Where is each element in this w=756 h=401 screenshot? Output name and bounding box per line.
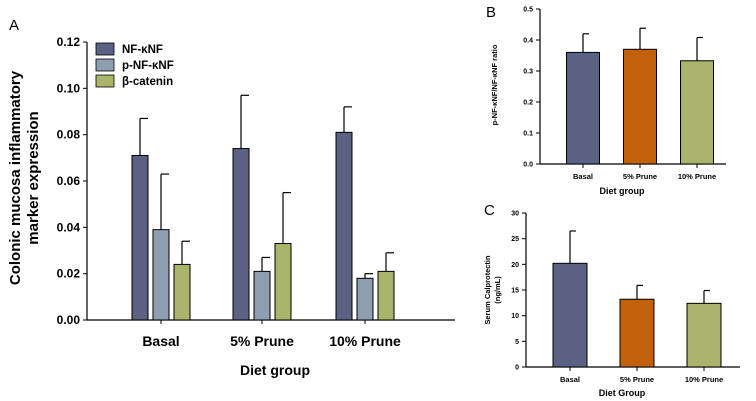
panel-a-letter: A [9, 17, 19, 34]
panel-b-letter: B [486, 4, 496, 21]
panel-a-y-tick-label: 0.06 [57, 174, 81, 188]
panel-a-y-tick-label: 0.00 [57, 313, 81, 327]
legend-swatch-p-nfknf [95, 58, 115, 72]
panel-c-x-tick-label-basal: Basal [560, 375, 580, 384]
panel-a-bar-nf-nf-5-prune [232, 148, 250, 321]
panel-c-y-label-line-2: (ng/mL) [493, 276, 502, 304]
panel-c-y-tick-label: 20 [511, 262, 519, 269]
panel-b-y-tick-label: 0.1 [523, 131, 533, 138]
panel-a-bar-p-nf-nf-basal [152, 229, 170, 321]
panel-c-x-label: Diet Group [599, 388, 646, 398]
panel-a-y-label-line-2: marker expression [25, 111, 42, 244]
panel-c-plot: 0 5 10 15 20 25 30 Basal 5% Prune 10% Prune [511, 211, 740, 384]
panel-a-y-tick-label: 0.10 [57, 81, 81, 95]
panel-a-x-tick-label-5-prune: 5% Prune [230, 333, 294, 349]
panel-a-bar-catenin-10-prune [377, 270, 395, 321]
panel-b-y-tick-label: 0.5 [523, 7, 533, 14]
panel-b-x-label: Diet group [600, 186, 645, 196]
panel-b-chart: B 0.0 0.1 0.2 0.3 0.4 0.5 Basal 5% Prune 10% Pru… [486, 4, 726, 196]
panel-c-bar-10-prune [686, 302, 722, 368]
panel-a-legend: NF-κNF p-NF-κNF β-catenin [95, 42, 174, 88]
panel-b-y-tick-label: 0.4 [523, 38, 533, 45]
panel-a-bar-p-nf-nf-10-prune [356, 277, 374, 321]
panel-b-x-tick-label-10-prune: 10% Prune [678, 172, 716, 181]
legend-label-p-nfknf: p-NF-κNF [122, 60, 174, 72]
panel-a-plot: 0.00 0.02 0.04 0.06 0.08 0.10 0.12 Basal 5% Prun… [57, 35, 455, 349]
panel-a-bar-p-nf-nf-5-prune [253, 270, 271, 321]
panel-c-chart: C 0 5 10 15 20 25 30 Basal 5% Prune 10% Prune Die… [483, 202, 740, 398]
panel-a-x-tick-label-basal: Basal [142, 333, 179, 349]
panel-c-letter: C [484, 202, 495, 219]
panel-a-x-tick-label-10-prune: 10% Prune [329, 333, 401, 349]
legend-label-nfknf: NF-κNF [122, 44, 163, 56]
panel-a-y-tick-label: 0.04 [57, 220, 81, 234]
panel-c-y-label-line-1: Serum Calprotectin [483, 255, 492, 325]
panel-c-y-tick-label: 15 [511, 288, 519, 295]
panel-b-bar-10-prune [680, 60, 714, 165]
panel-a-bar-nf-nf-10-prune [335, 131, 353, 321]
panel-b-y-label: p-NF-κNF/NF-κNF ratio [490, 44, 499, 125]
panel-c-y-tick-label: 0 [515, 365, 519, 372]
legend-swatch-nfknf [95, 42, 115, 56]
panel-a-y-tick-label: 0.12 [57, 35, 81, 49]
panel-b-x-tick-label-basal: Basal [573, 172, 593, 181]
panel-b-y-tick-label: 0.2 [523, 100, 533, 107]
panel-c-y-tick-label: 5 [515, 339, 519, 346]
panel-a-y-tick-label: 0.02 [57, 267, 81, 281]
panel-a-bar-nf-nf-basal [131, 155, 149, 321]
panel-b-y-tick-label: 0.0 [523, 162, 533, 169]
panel-c-bar-basal [552, 262, 588, 368]
panel-b-plot: 0.0 0.1 0.2 0.3 0.4 0.5 Basal 5% Prune 10% Prune [523, 7, 726, 181]
panel-a-y-label-line-1: Colonic mucosa inflammatory [7, 70, 24, 285]
panel-c-y-tick-label: 10 [511, 313, 519, 320]
panel-a-y-tick-label: 0.08 [57, 128, 81, 142]
panel-b-y-tick-label: 0.3 [523, 69, 533, 76]
panel-b-bar-5-prune [623, 48, 657, 165]
legend-label-beta-catenin: β-catenin [122, 76, 173, 88]
legend-swatch-beta-catenin [95, 74, 115, 88]
panel-a-x-label: Diet group [240, 362, 310, 378]
panel-a-chart: A 0.00 0.02 0.04 0.06 0.08 0.10 0.12 Basal 5% Pr… [7, 17, 455, 378]
panel-b-x-tick-label-5-prune: 5% Prune [623, 172, 657, 181]
panel-b-bar-basal [566, 51, 600, 165]
panel-a-bar-catenin-5-prune [274, 243, 292, 321]
panel-c-y-tick-label: 30 [511, 211, 519, 218]
panel-c-y-tick-label: 25 [511, 236, 519, 243]
panel-c-x-tick-label-5-prune: 5% Prune [620, 375, 654, 384]
panel-a-bar-catenin-basal [173, 263, 191, 321]
panel-c-bar-5-prune [619, 298, 655, 368]
panel-c-x-tick-label-10-prune: 10% Prune [685, 375, 723, 384]
